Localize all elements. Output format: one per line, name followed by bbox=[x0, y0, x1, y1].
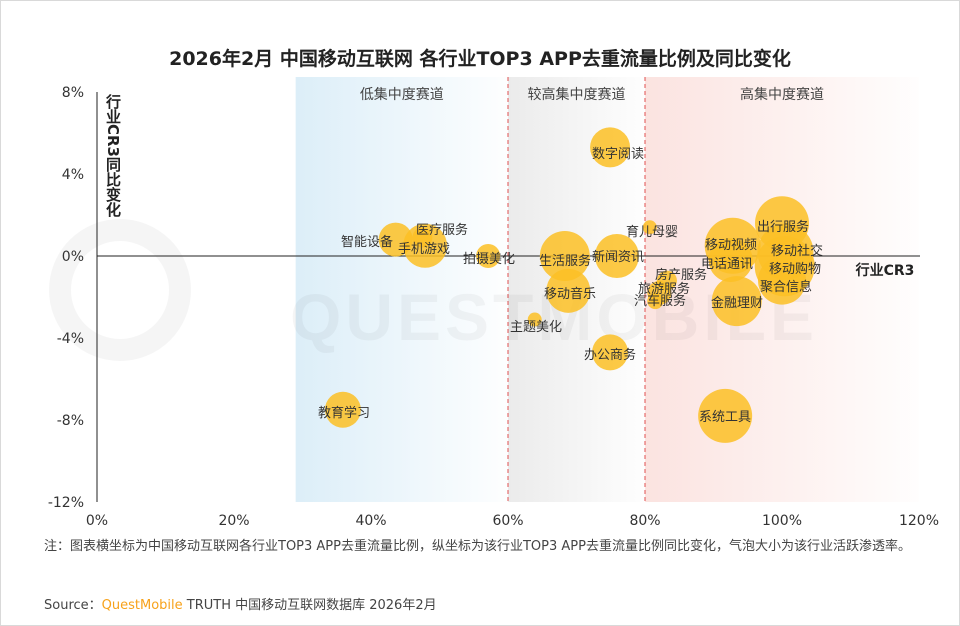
bubble-label: 育儿母婴 bbox=[626, 224, 678, 240]
chart-title: 2026年2月 中国移动互联网 各行业TOP3 APP去重流量比例及同比变化 bbox=[169, 48, 791, 70]
bubble bbox=[698, 388, 753, 443]
source-rest: TRUTH 中国移动互联网数据库 2026年2月 bbox=[182, 598, 437, 613]
y-tick-label: 0% bbox=[62, 249, 84, 265]
bubble bbox=[546, 268, 591, 313]
zone-label: 高集中度赛道 bbox=[740, 86, 824, 103]
bubble bbox=[324, 391, 361, 428]
bubble-label: 聚合信息 bbox=[760, 279, 812, 295]
y-tick-label: 4% bbox=[62, 167, 84, 183]
bubble bbox=[594, 234, 639, 278]
bubble-label: 移动购物 bbox=[769, 261, 821, 277]
x-tick-label: 120% bbox=[899, 513, 939, 529]
bubble bbox=[642, 220, 657, 235]
x-tick-label: 100% bbox=[762, 513, 802, 529]
bubble-label: 数字阅读 bbox=[592, 147, 644, 162]
chart-note: 注：图表横坐标为中国移动互联网各行业TOP3 APP去重流量比例，纵坐标为该行业… bbox=[44, 539, 911, 554]
bubble-label: 房产服务 bbox=[655, 267, 707, 283]
bubble-label: 拍摄美化 bbox=[463, 252, 515, 267]
x-axis-label: 行业CR3 bbox=[855, 262, 915, 279]
bubble bbox=[539, 231, 590, 281]
x-tick-label: 0% bbox=[86, 513, 108, 529]
x-tick-label: 40% bbox=[355, 513, 386, 529]
bubble-label: 移动社交 bbox=[771, 243, 823, 259]
bubble-label: 电话通讯 bbox=[701, 257, 753, 272]
y-tick-label: 8% bbox=[62, 85, 84, 101]
bubble-label: 出行服务 bbox=[757, 219, 809, 235]
x-tick-label: 60% bbox=[492, 513, 523, 529]
x-tick-label: 20% bbox=[218, 513, 249, 529]
bubble-label: 医疗服务 bbox=[416, 222, 468, 238]
bubble bbox=[647, 293, 664, 310]
bubble bbox=[711, 276, 762, 327]
source-prefix: Source： bbox=[44, 598, 102, 613]
bubble bbox=[476, 244, 501, 268]
bubble-label: 系统工具 bbox=[699, 410, 751, 425]
bubble-label: 移动视频 bbox=[705, 238, 757, 253]
bubble-label: 生活服务 bbox=[539, 253, 591, 269]
bubble bbox=[758, 256, 806, 305]
zone-label: 低集中度赛道 bbox=[360, 86, 444, 103]
zone-label: 较高集中度赛道 bbox=[528, 86, 626, 103]
bubble bbox=[592, 334, 629, 371]
bubble bbox=[708, 238, 753, 283]
bubble-label: 金融理财 bbox=[711, 295, 763, 311]
bubble-label: 移动音乐 bbox=[544, 286, 596, 302]
y-tick-label: -8% bbox=[57, 413, 84, 429]
bubble-label: 旅游服务 bbox=[638, 281, 690, 297]
source-line: Source：QuestMobile TRUTH 中国移动互联网数据库 2026… bbox=[44, 594, 437, 613]
y-axis-label: 行业CR3同比变化 bbox=[104, 94, 122, 217]
y-tick-label: -4% bbox=[57, 331, 84, 347]
bubble-label: 办公商务 bbox=[584, 347, 636, 363]
y-tick-label: -12% bbox=[48, 495, 84, 511]
bubble-label: 教育学习 bbox=[318, 405, 370, 421]
zone-band bbox=[295, 77, 508, 502]
source-brand: QuestMobile bbox=[101, 598, 183, 613]
bubble-label: 新闻资讯 bbox=[592, 249, 644, 265]
x-tick-label: 80% bbox=[629, 513, 660, 529]
bubble-label: 主题美化 bbox=[510, 320, 562, 335]
watermark-logo-icon bbox=[49, 219, 191, 361]
bubble bbox=[590, 127, 631, 168]
bubble bbox=[527, 312, 542, 327]
bubble-label: 汽车服务 bbox=[634, 293, 686, 309]
bubble-label: 手机游戏 bbox=[398, 242, 450, 257]
bubble-label: 智能设备 bbox=[341, 234, 393, 250]
bubble bbox=[403, 223, 448, 268]
